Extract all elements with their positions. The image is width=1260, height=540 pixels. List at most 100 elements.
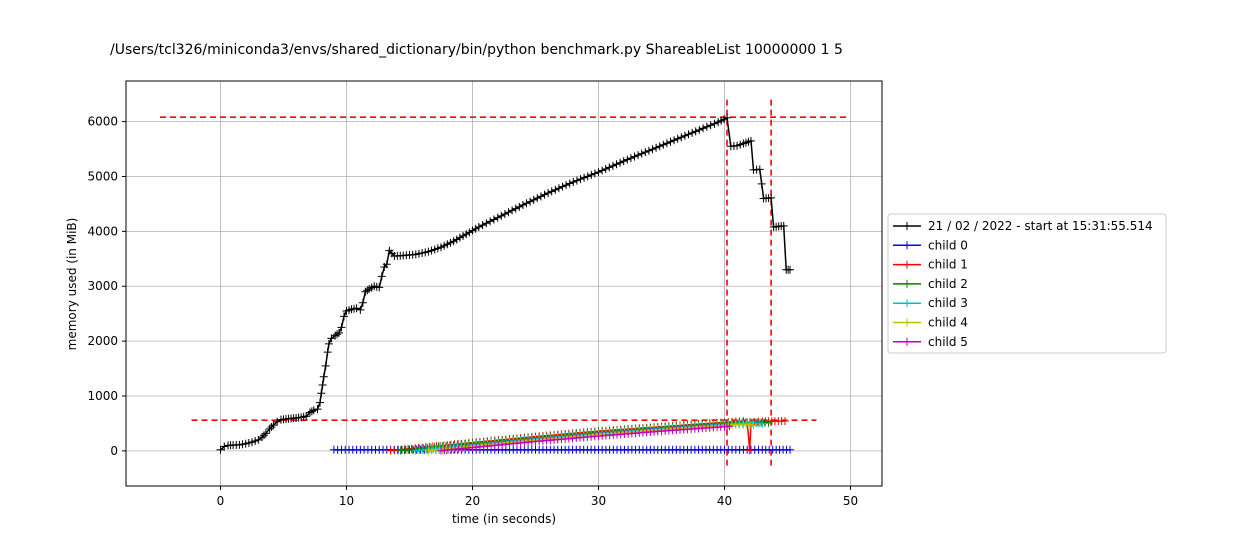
data-point (594, 168, 603, 177)
legend-marker (903, 337, 911, 346)
data-point (269, 421, 278, 430)
data-point (529, 195, 538, 204)
y-tick-label: 6000 (87, 115, 118, 129)
data-point (486, 217, 495, 226)
legend-entry: child 2 (893, 277, 968, 291)
data-point (339, 312, 348, 321)
y-tick-label: 5000 (87, 169, 118, 183)
data-point (316, 398, 325, 407)
legend-entry: child 4 (893, 316, 968, 330)
data-point (746, 136, 755, 145)
data-point (216, 445, 225, 454)
data-point (526, 197, 535, 206)
x-axis-label: time (in seconds) (452, 512, 556, 526)
legend-label: child 1 (928, 258, 968, 272)
legend-marker (903, 299, 911, 308)
data-point (554, 184, 563, 193)
data-point (699, 124, 708, 133)
legend-label: child 3 (928, 296, 968, 310)
x-tick-label: 30 (591, 494, 606, 508)
data-point (691, 127, 700, 136)
data-point (533, 194, 542, 203)
data-point (695, 125, 704, 134)
data-point (333, 330, 342, 339)
data-point (565, 179, 574, 188)
data-point (377, 272, 386, 281)
data-point (356, 305, 365, 314)
data-point (764, 418, 773, 427)
data-point (725, 422, 734, 431)
legend-marker (903, 318, 911, 327)
data-point (265, 424, 274, 433)
data-point (659, 140, 668, 149)
data-point (515, 202, 524, 211)
legend-label: child 2 (928, 277, 968, 291)
legend-label: 21 / 02 / 2022 - start at 15:31:55.514 (928, 219, 1153, 233)
data-point (616, 158, 625, 167)
data-point (608, 161, 617, 170)
y-axis-label: memory used (in MiB) (65, 218, 79, 351)
data-point (375, 283, 384, 292)
data-point (779, 221, 788, 230)
data-point (493, 213, 502, 222)
data-point (522, 199, 531, 208)
y-axis-ticks: 0 1000 2000 3000 4000 5000 6000 (87, 115, 126, 458)
data-point (319, 372, 328, 381)
data-point (652, 143, 661, 152)
reference-lines (160, 99, 848, 468)
data-point (258, 433, 267, 442)
data-point (786, 265, 795, 274)
data-point (363, 286, 372, 295)
data-point (261, 429, 270, 438)
data-point (648, 145, 657, 154)
data-point (321, 361, 330, 370)
data-point (317, 389, 326, 398)
data-point (334, 328, 343, 337)
data-point (619, 157, 628, 166)
data-point (518, 201, 527, 210)
data-point (536, 192, 545, 201)
series-0 (216, 113, 795, 454)
data-point (313, 405, 322, 414)
data-point (551, 185, 560, 194)
data-point (598, 166, 607, 175)
data-point (755, 165, 764, 174)
x-tick-label: 0 (217, 494, 225, 508)
data-point (337, 323, 346, 332)
x-tick-label: 50 (843, 494, 858, 508)
data-point (710, 119, 719, 128)
data-point (634, 151, 643, 160)
data-point (630, 152, 639, 161)
data-point (626, 154, 635, 163)
data-point (352, 304, 361, 313)
series-layer (216, 113, 795, 455)
legend-box (887, 213, 1167, 354)
data-point (723, 113, 732, 122)
series-6 (437, 422, 734, 455)
data-point (662, 139, 671, 148)
data-point (382, 260, 391, 269)
data-point (220, 442, 229, 451)
legend-marker (903, 279, 911, 288)
data-point (497, 211, 506, 220)
data-point (504, 208, 513, 217)
y-tick-label: 1000 (87, 389, 118, 403)
data-point (684, 130, 693, 139)
data-point (569, 177, 578, 186)
data-point (786, 445, 795, 454)
data-point (307, 407, 316, 416)
y-tick-label: 2000 (87, 334, 118, 348)
data-point (540, 190, 549, 199)
data-point (267, 423, 276, 432)
data-point (318, 381, 327, 390)
legend-entry: 21 / 02 / 2022 - start at 15:31:55.514 (893, 219, 1153, 233)
data-point (749, 421, 758, 430)
data-point (590, 169, 599, 178)
data-point (757, 179, 766, 188)
data-point (767, 193, 776, 202)
data-point (323, 348, 332, 357)
data-point (677, 133, 686, 142)
plot-frame (125, 80, 883, 487)
data-point (670, 136, 679, 145)
